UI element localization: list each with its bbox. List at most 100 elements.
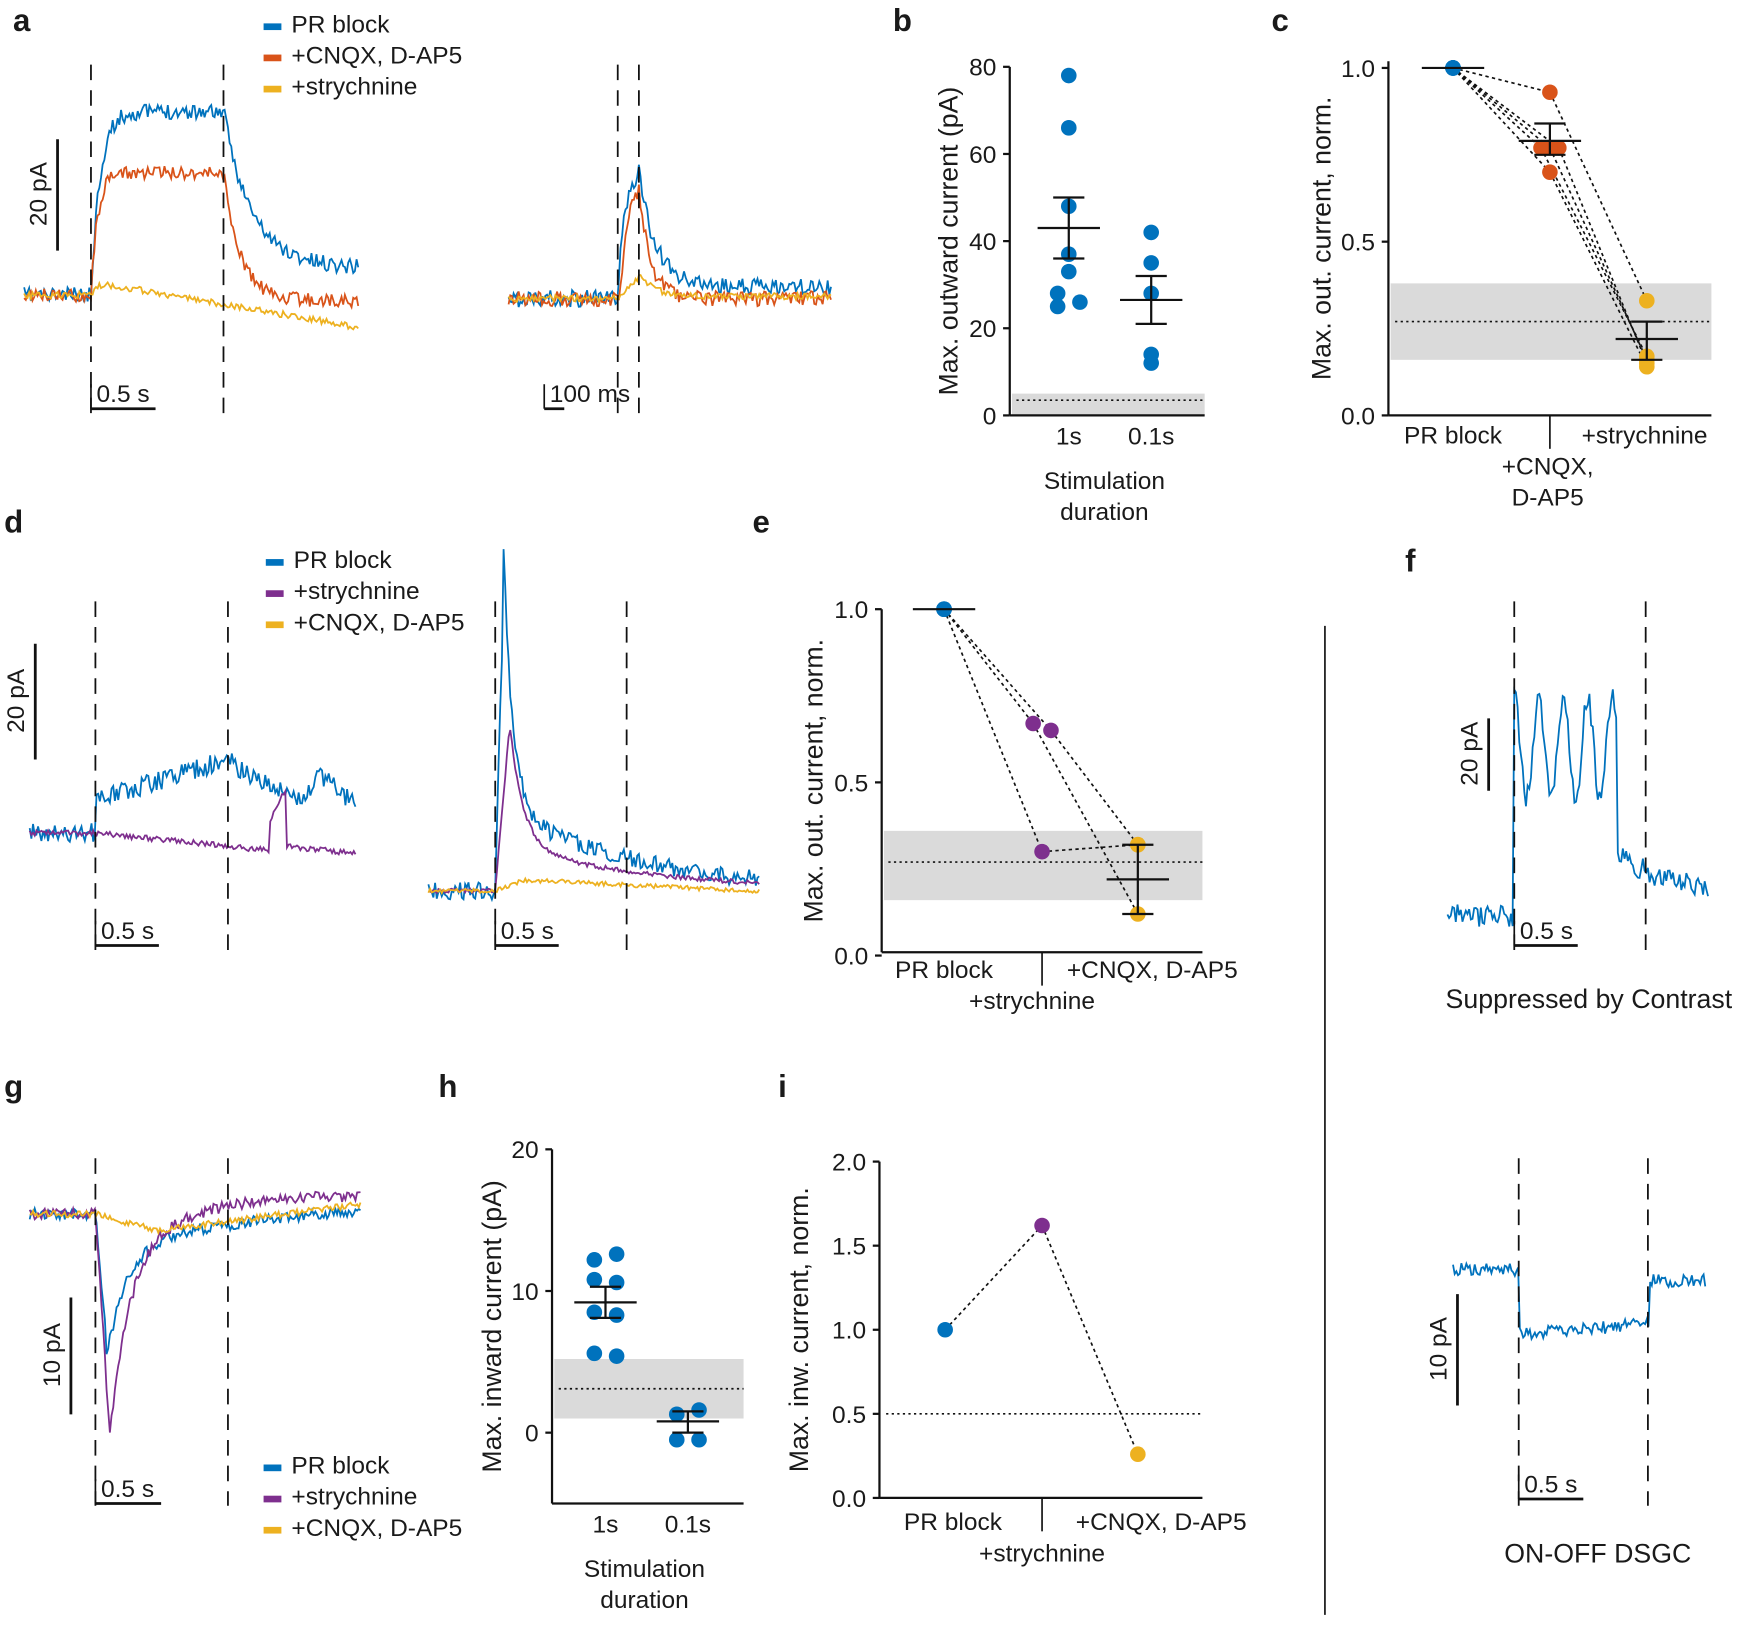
trace-pr-block [23, 102, 360, 304]
noise-band [1011, 393, 1205, 416]
x-category-label: D-AP5 [1512, 485, 1584, 512]
panel-letter-e: e [752, 504, 769, 539]
legend-label: +CNQX, D-AP5 [294, 609, 465, 636]
y-tick-label: 0 [983, 403, 997, 430]
y-axis-label: Max. out. current, norm. [799, 639, 829, 923]
legend-swatch [263, 1526, 282, 1534]
paired-line [1032, 723, 1139, 915]
x-category-label: +strychnine [979, 1540, 1105, 1567]
trace-strychnine [28, 1190, 361, 1433]
data-point [1034, 843, 1050, 860]
y-tick-label: 0.5 [834, 770, 868, 797]
panel-letter-f: f [1405, 543, 1416, 578]
legend-label: +strychnine [294, 578, 420, 605]
trace-cnqx [29, 1201, 362, 1236]
data-point [1049, 285, 1066, 302]
legend-label: +strychnine [291, 74, 417, 101]
data-point [1638, 292, 1655, 309]
paired-line [1452, 67, 1542, 149]
paired-line [1452, 67, 1560, 149]
trace-pr-block [28, 1205, 362, 1355]
paired-line [943, 608, 1034, 725]
panel-title: ON-OFF DSGC [1504, 1539, 1691, 1569]
legend-swatch [263, 1464, 282, 1472]
trace-pr-block [427, 549, 760, 903]
data-point [1143, 224, 1159, 241]
y-axis-label: Max. inw. current, norm. [784, 1187, 814, 1472]
x-axis-label: Stimulation duration [1044, 468, 1165, 526]
data-point [1025, 715, 1041, 732]
y-tick-label: 0 [525, 1421, 539, 1448]
x-axis-label-line: Stimulation [1044, 468, 1165, 495]
data-point [608, 1274, 625, 1291]
y-tick-label: 2.0 [832, 1149, 866, 1176]
data-point [1049, 298, 1066, 315]
trace-cnqx [23, 164, 360, 310]
scale-bar-x-label: 0.5 s [1520, 918, 1573, 945]
paired-line [1050, 729, 1139, 846]
scale-bar-x-label: 0.5 s [97, 381, 150, 408]
data-point [1130, 1446, 1146, 1462]
paired-line [943, 608, 1052, 731]
data-point [1072, 294, 1088, 310]
scale-bar-y-label: 10 pA [1425, 1316, 1452, 1381]
y-tick-label: 0.5 [832, 1402, 866, 1429]
x-category-label: PR block [895, 957, 994, 984]
scale-bar-y-label: 20 pA [3, 668, 30, 733]
legend-swatch [265, 559, 284, 566]
y-axis-label: Max. outward current (pA) [933, 87, 963, 396]
paired-line [1452, 67, 1551, 94]
panel-letter-b: b [893, 3, 912, 38]
trace-strychnine [23, 280, 359, 331]
y-axis-label: Max. inward current (pA) [477, 1180, 507, 1473]
y-tick-label: 40 [969, 229, 996, 256]
scale-bar-y-label: 20 pA [1457, 721, 1484, 786]
y-tick-label: 20 [511, 1137, 538, 1164]
data-point [586, 1345, 603, 1362]
paired-line [1549, 91, 1648, 302]
y-tick-label: 10 [511, 1279, 538, 1306]
x-tick-label: 1s [1056, 423, 1082, 450]
legend-swatch [263, 54, 282, 62]
paired-line [1549, 147, 1648, 361]
x-category-label: +CNQX, D-AP5 [1076, 1509, 1247, 1536]
y-tick-label: 0.0 [834, 943, 868, 970]
trace-strychnine [507, 274, 832, 305]
x-category-label: PR block [1404, 422, 1503, 449]
y-tick-label: 0.0 [832, 1486, 866, 1513]
y-tick-label: 20 [969, 316, 996, 343]
x-category-label: +CNQX, D-AP5 [1067, 957, 1238, 984]
scale-bar-x-label: 0.5 s [1524, 1471, 1577, 1498]
legend-label: PR block [294, 547, 393, 574]
data-point [668, 1406, 685, 1423]
panel-letter-c: c [1271, 3, 1288, 38]
data-point [937, 1321, 953, 1338]
data-point [1542, 84, 1558, 101]
panel-title: Suppressed by Contrast [1446, 984, 1733, 1014]
panel-letter-h: h [438, 1069, 457, 1104]
trace-pr-block [1452, 1260, 1707, 1342]
trace-strychnine [28, 787, 357, 857]
paired-line [943, 608, 1043, 852]
scale-bar-x-label: 0.5 s [501, 918, 554, 945]
data-point [1043, 722, 1059, 739]
panel-letter-a: a [13, 3, 31, 38]
y-tick-label: 1.0 [834, 597, 868, 624]
trace-cnqx [427, 876, 760, 896]
trace-strychnine [428, 729, 760, 895]
data-point [691, 1431, 707, 1448]
data-point [1060, 67, 1077, 84]
x-category-label: +strychnine [969, 988, 1095, 1015]
legend-label: +CNQX, D-AP5 [291, 42, 462, 69]
data-point [1143, 355, 1159, 371]
y-tick-label: 80 [969, 55, 996, 82]
paired-line [944, 1224, 1043, 1331]
data-point [586, 1252, 603, 1268]
data-point [608, 1348, 625, 1364]
data-point [608, 1246, 625, 1262]
legend-label: PR block [291, 1452, 390, 1479]
paired-line [1041, 843, 1138, 853]
